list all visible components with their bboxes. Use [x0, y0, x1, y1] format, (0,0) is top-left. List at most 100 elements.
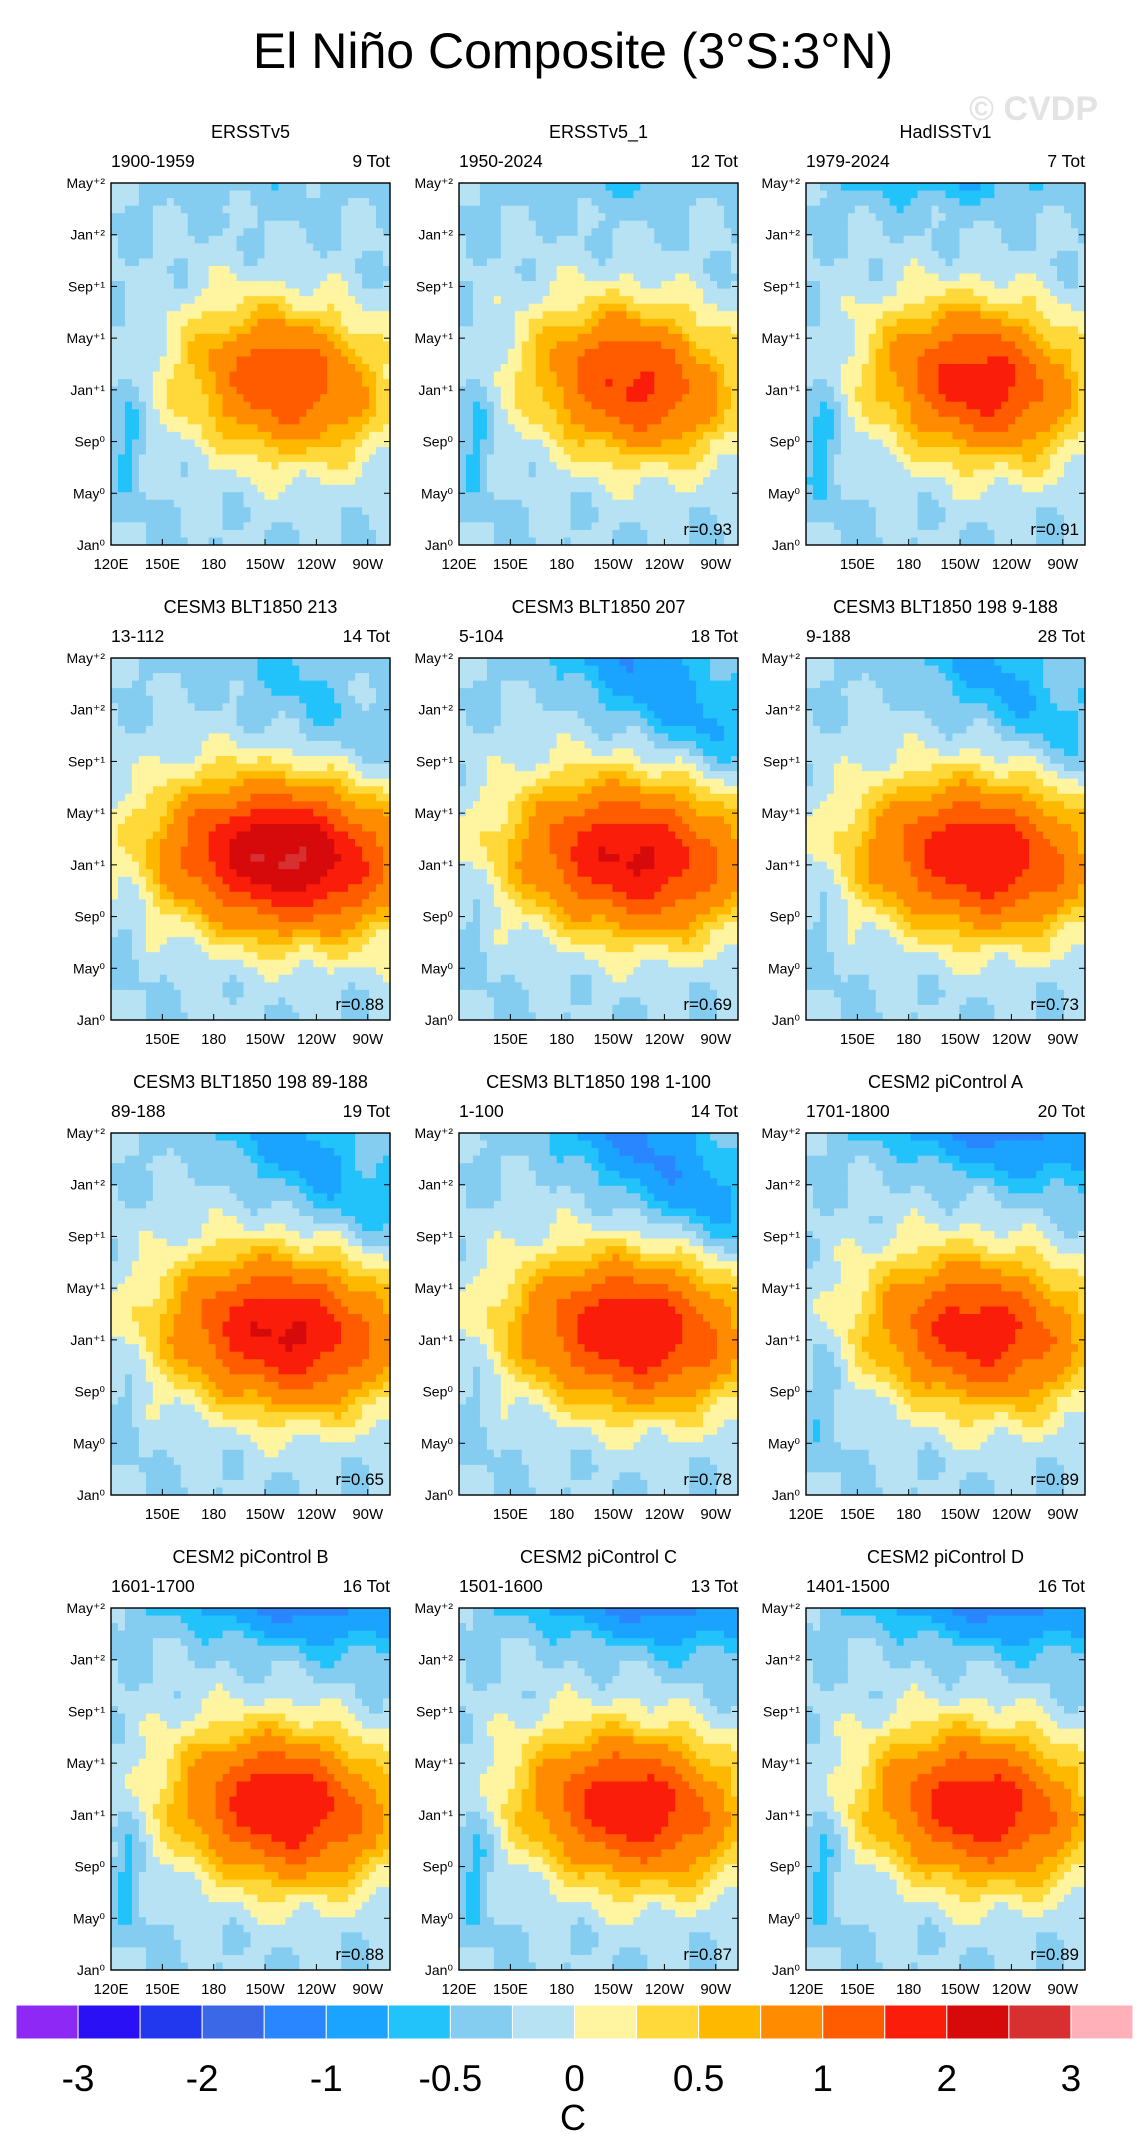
heatmap-cell — [647, 424, 655, 432]
heatmap-cell — [264, 289, 272, 297]
heatmap-cell — [633, 409, 641, 417]
heatmap-cell — [181, 394, 189, 402]
heatmap-cell — [473, 356, 481, 364]
heatmap-cell — [264, 372, 272, 380]
heatmap-cell — [661, 500, 669, 508]
heatmap-cell — [153, 477, 161, 485]
heatmap-cell — [341, 402, 349, 410]
heatmap-cell — [619, 394, 627, 402]
heatmap-cell — [244, 334, 252, 342]
heatmap-cell — [813, 319, 821, 327]
heatmap-cell — [897, 341, 905, 349]
heatmap-cell — [278, 379, 286, 387]
heatmap-cell — [883, 515, 891, 523]
heatmap-cell — [278, 236, 286, 244]
heatmap-cell — [890, 455, 898, 463]
heatmap-cell — [306, 485, 314, 493]
heatmap-cell — [640, 485, 648, 493]
heatmap-cell — [855, 311, 863, 319]
heatmap-cell — [223, 191, 231, 199]
heatmap-cell — [883, 507, 891, 515]
heatmap-cell — [132, 492, 140, 500]
heatmap-cell — [160, 274, 168, 282]
heatmap-cell — [327, 394, 335, 402]
heatmap-cell — [146, 198, 154, 206]
heatmap-cell — [820, 387, 828, 395]
heatmap-cell — [612, 409, 620, 417]
heatmap-cell — [841, 522, 849, 530]
heatmap-cell — [855, 462, 863, 470]
heatmap-cell — [320, 530, 328, 538]
heatmap-cell — [139, 409, 147, 417]
heatmap-cell — [306, 372, 314, 380]
heatmap-cell — [918, 455, 926, 463]
heatmap-cell — [487, 274, 495, 282]
heatmap-cell — [668, 281, 676, 289]
heatmap-cell — [501, 258, 509, 266]
heatmap-cell — [202, 281, 210, 289]
heatmap-cell — [571, 485, 579, 493]
heatmap-cell — [501, 379, 509, 387]
heatmap-cell — [654, 409, 662, 417]
heatmap-cell — [202, 183, 210, 191]
heatmap-cell — [696, 349, 704, 357]
heatmap-cell — [911, 243, 919, 251]
heatmap-cell — [299, 455, 307, 463]
heatmap-cell — [181, 417, 189, 425]
heatmap-cell — [612, 198, 620, 206]
heatmap-cell — [696, 432, 704, 440]
heatmap-cell — [543, 477, 551, 485]
heatmap-cell — [369, 477, 377, 485]
heatmap-cell — [605, 281, 613, 289]
heatmap-cell — [675, 243, 683, 251]
heatmap-cell — [696, 455, 704, 463]
heatmap-cell — [612, 228, 620, 236]
heatmap-cell — [320, 394, 328, 402]
heatmap-cell — [376, 394, 384, 402]
heatmap-cell — [292, 409, 300, 417]
heatmap-cell — [862, 372, 870, 380]
heatmap-cell — [724, 417, 732, 425]
heatmap-cell — [202, 455, 210, 463]
heatmap-cell — [181, 439, 189, 447]
heatmap-cell — [689, 326, 697, 334]
heatmap-cell — [278, 304, 286, 312]
heatmap-cell — [160, 477, 168, 485]
heatmap-cell — [578, 281, 586, 289]
heatmap-cell — [216, 236, 224, 244]
heatmap-cell — [313, 455, 321, 463]
heatmap-cell — [932, 221, 940, 229]
heatmap-cell — [473, 213, 481, 221]
heatmap-cell — [841, 515, 849, 523]
heatmap-cell — [188, 311, 196, 319]
heatmap-cell — [640, 364, 648, 372]
heatmap-cell — [299, 447, 307, 455]
heatmap-cell — [139, 477, 147, 485]
heatmap-cell — [508, 485, 516, 493]
heatmap-cell — [571, 198, 579, 206]
heatmap-cell — [605, 304, 613, 312]
heatmap-cell — [883, 213, 891, 221]
heatmap-cell — [111, 221, 119, 229]
heatmap-cell — [661, 228, 669, 236]
heatmap-cell — [806, 183, 814, 191]
heatmap-cell — [167, 183, 175, 191]
heatmap-cell — [925, 402, 933, 410]
heatmap-cell — [334, 402, 342, 410]
heatmap-cell — [362, 379, 370, 387]
heatmap-cell — [724, 266, 732, 274]
heatmap-cell — [599, 228, 607, 236]
heatmap-cell — [626, 409, 634, 417]
heatmap-cell — [257, 394, 265, 402]
heatmap-cell — [271, 439, 279, 447]
heatmap-cell — [292, 266, 300, 274]
heatmap-cell — [682, 251, 690, 259]
heatmap-cell — [341, 522, 349, 530]
heatmap-cell — [724, 455, 732, 463]
heatmap-cell — [689, 439, 697, 447]
heatmap-cell — [139, 492, 147, 500]
heatmap-cell — [459, 394, 467, 402]
heatmap-cell — [244, 289, 252, 297]
heatmap-cell — [585, 515, 593, 523]
heatmap-cell — [675, 349, 683, 357]
